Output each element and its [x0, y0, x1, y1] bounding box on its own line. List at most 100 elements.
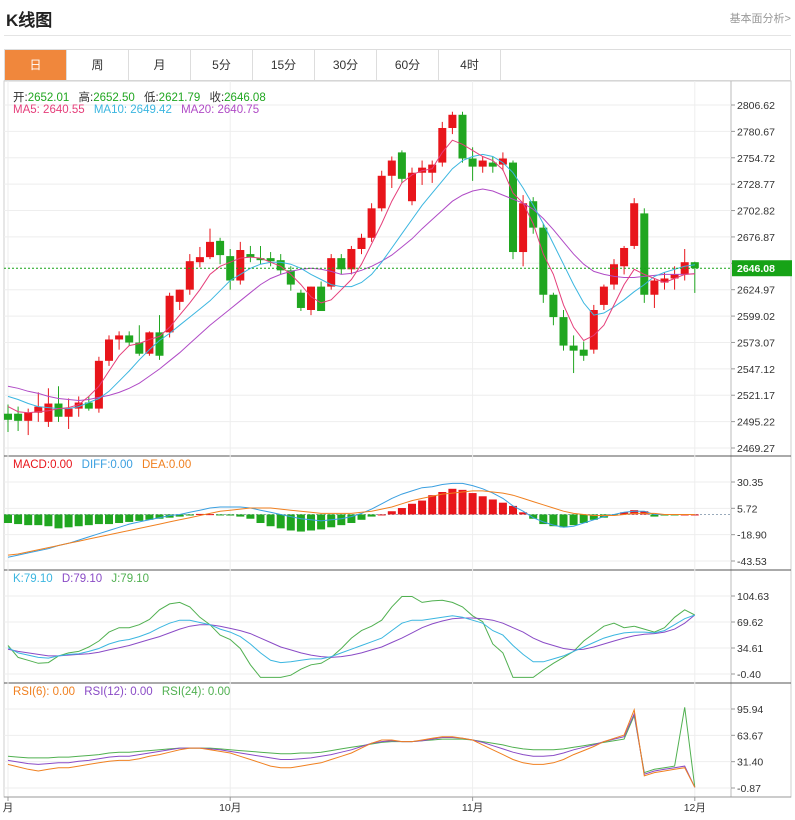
candle-body: [519, 203, 528, 253]
macd-bar: [569, 514, 578, 526]
fundamental-analysis-link[interactable]: 基本面分析>: [729, 13, 791, 25]
y-tick-label: 2780.67: [737, 126, 775, 138]
candle-body: [115, 335, 124, 340]
kdj-d-line: [7, 614, 696, 658]
macd-bar: [599, 514, 608, 518]
y-tick-label: -18.90: [737, 530, 767, 542]
candle-body: [367, 208, 376, 238]
tab-week[interactable]: 周: [67, 50, 129, 80]
ma20-line: [7, 188, 695, 402]
macd-bar: [640, 511, 649, 515]
y-tick-label: 2469.27: [737, 443, 775, 455]
macd-bar: [135, 514, 144, 521]
y-tick-label: 69.62: [737, 617, 763, 629]
rsi24-line: [7, 707, 696, 788]
candle-body: [377, 175, 386, 209]
candle-body: [226, 256, 235, 281]
kdj-j-line: [7, 596, 696, 678]
macd-bar: [327, 514, 336, 528]
y-tick-label: 2521.17: [737, 390, 775, 402]
macd-bar: [347, 514, 356, 524]
candle-body: [165, 295, 174, 333]
macd-bar: [458, 489, 467, 515]
page-title: K线图: [6, 11, 53, 30]
ma10-value: 2649.42: [130, 104, 172, 116]
candle-body: [337, 258, 346, 270]
macd-bar: [165, 514, 174, 518]
macd-bar: [125, 514, 134, 522]
candle-body: [155, 332, 164, 356]
macd-bar: [488, 499, 497, 515]
macd-bar: [620, 512, 629, 515]
x-tick-label: 10月: [219, 802, 241, 814]
macd-bar: [195, 513, 204, 515]
tab-4hour[interactable]: 4时: [439, 50, 501, 80]
candle-body: [438, 127, 447, 163]
ma10-line: [7, 153, 695, 410]
y-tick-label: -0.87: [737, 783, 761, 795]
y-tick-label: 2806.62: [737, 100, 775, 112]
candle-body: [236, 250, 245, 281]
close-value: 2646.08: [224, 92, 266, 104]
candle-body: [64, 408, 73, 417]
tab-15min[interactable]: 15分: [253, 50, 315, 80]
candle-body: [307, 286, 315, 310]
candle-body: [54, 403, 63, 417]
low-value: 2621.79: [158, 92, 201, 104]
y-tick-label: 34.61: [737, 643, 763, 655]
candle-body: [296, 292, 305, 308]
tab-day[interactable]: 日: [5, 50, 67, 80]
macd-bar: [266, 514, 275, 527]
header-divider: [4, 35, 791, 36]
macd-bar: [397, 508, 406, 515]
y-tick-label: 2547.12: [737, 364, 775, 376]
candle-body: [569, 345, 578, 351]
candle-body: [105, 339, 113, 361]
candle-body: [448, 114, 457, 128]
macd-bar: [236, 514, 245, 517]
ohlc-info: 开:2652.01 高:2652.50 低:2621.79 收:2646.08: [13, 92, 266, 104]
candle-body: [84, 402, 93, 409]
tab-5min[interactable]: 5分: [191, 50, 253, 80]
macd-bar: [216, 514, 225, 516]
macd-bar: [317, 514, 326, 530]
macd-bar: [226, 514, 235, 516]
candle-body: [216, 240, 225, 256]
macd-bar: [155, 514, 164, 519]
macd-bar: [589, 514, 598, 520]
macd-bar: [296, 514, 305, 532]
dea-line: [7, 490, 695, 556]
y-tick-label: 2573.07: [737, 337, 775, 349]
candle-body: [579, 349, 588, 356]
tab-60min[interactable]: 60分: [377, 50, 439, 80]
macd-bar: [145, 514, 154, 520]
macd-bar: [246, 514, 255, 519]
candle-body: [286, 270, 295, 285]
x-tick-label: 11月: [462, 802, 483, 814]
candle-body: [397, 152, 406, 179]
macd-bar: [630, 510, 639, 515]
y-tick-label: 31.40: [737, 757, 763, 769]
ma5-value: 2640.55: [43, 104, 85, 116]
macd-bar: [509, 505, 517, 515]
macd-bar: [115, 514, 124, 524]
kdj-info: K:79.10 D:79.10 J:79.10: [13, 573, 150, 585]
y-tick-label: 2624.97: [737, 285, 775, 297]
macd-bar: [438, 491, 447, 515]
candle-body: [24, 412, 33, 421]
macd-bar: [539, 514, 548, 525]
candle-body: [135, 342, 144, 354]
tab-month[interactable]: 月: [129, 50, 191, 80]
tab-30min[interactable]: 30分: [315, 50, 377, 80]
macd-bar: [34, 514, 43, 526]
macd-bar: [377, 514, 386, 516]
macd-bar: [418, 500, 427, 515]
last-price-badge: [732, 260, 792, 277]
candle-body: [347, 248, 356, 270]
candle-body: [529, 201, 538, 228]
candle-body: [256, 258, 265, 261]
macd-bar: [468, 493, 477, 515]
y-tick-label: -43.53: [737, 556, 767, 568]
candle-body: [539, 227, 548, 295]
